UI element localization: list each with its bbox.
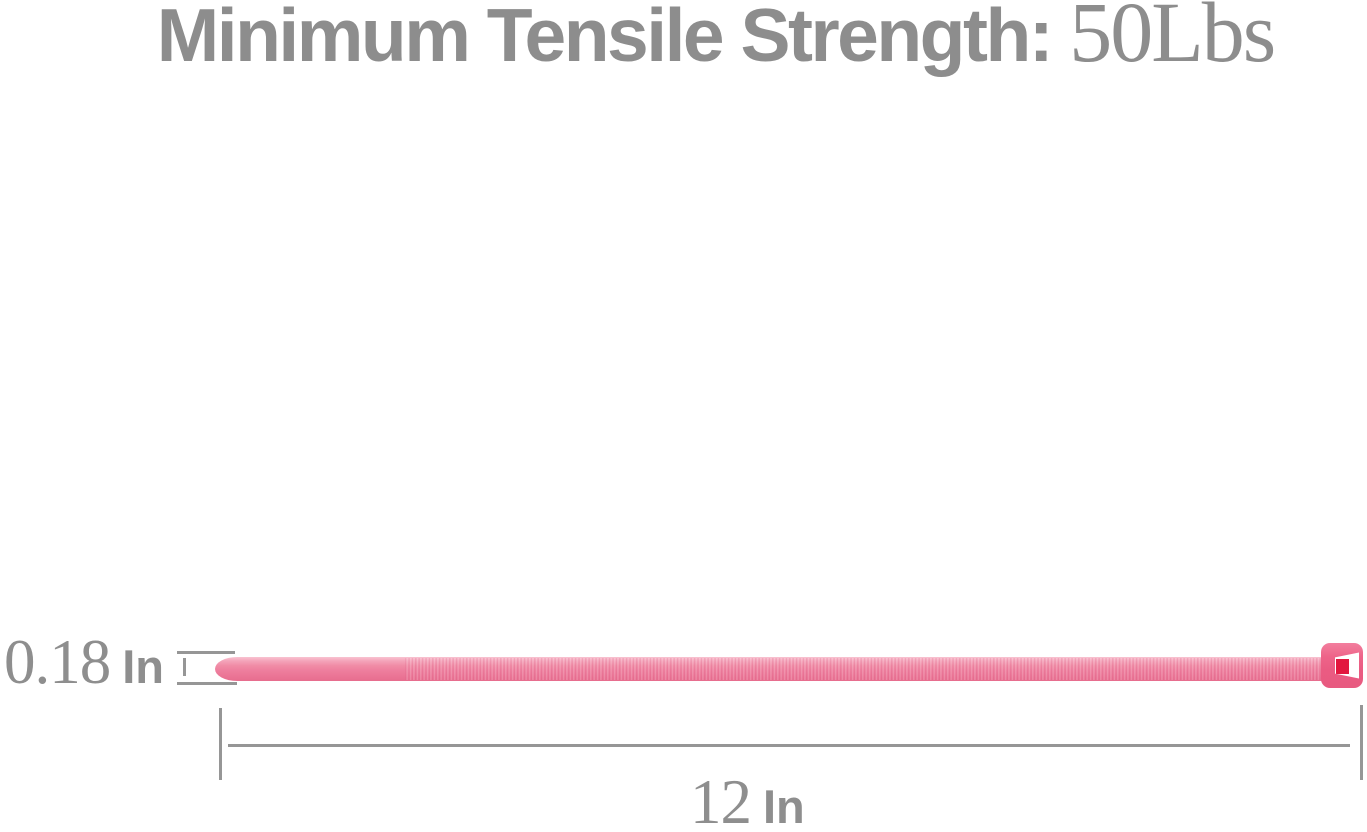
cable-tie-head-slot <box>1335 652 1359 679</box>
thickness-dim-bottom-line <box>177 682 237 685</box>
title-strong-text: Minimum Tensile Strength: <box>156 0 1054 77</box>
length-unit: In <box>763 780 805 832</box>
thickness-dim-tick <box>183 658 186 676</box>
title-tensile-value: 50Lbs <box>1069 0 1276 80</box>
cable-tie-body <box>215 657 1327 681</box>
cable-tie-pawl <box>1336 659 1349 674</box>
thickness-unit: In <box>122 640 165 693</box>
length-label: 12 In <box>690 771 805 832</box>
length-dim-right-tick <box>1360 705 1363 780</box>
thickness-label: 0.18 In <box>4 631 164 694</box>
cable-tie-ridges <box>405 658 1327 680</box>
length-dim-left-tick <box>219 708 222 780</box>
length-value: 12 <box>690 767 752 832</box>
thickness-value: 0.18 <box>4 627 111 697</box>
length-dim-line <box>228 744 1350 747</box>
thickness-dim-top-line <box>177 651 235 654</box>
title: Minimum Tensile Strength: 50Lbs <box>156 0 1276 80</box>
cable-tie-head <box>1321 643 1363 688</box>
